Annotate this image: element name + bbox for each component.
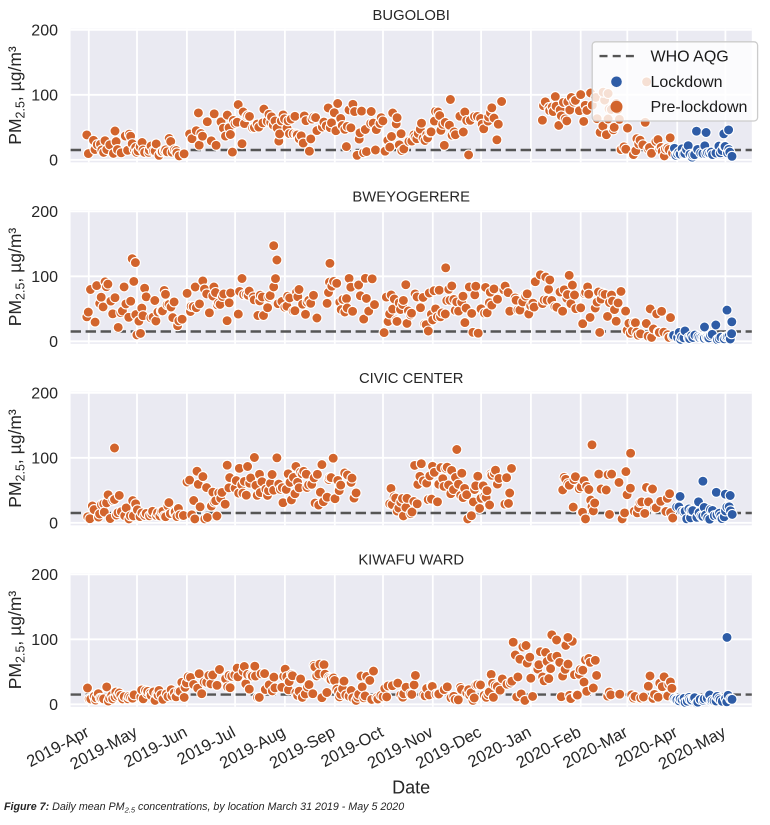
svg-text:BUGOLOBI: BUGOLOBI xyxy=(373,8,450,24)
svg-text:100: 100 xyxy=(31,632,58,649)
svg-text:PM2.5, µg/m³: PM2.5, µg/m³ xyxy=(5,46,28,145)
svg-text:0: 0 xyxy=(49,516,58,533)
svg-text:100: 100 xyxy=(31,88,58,105)
svg-text:200: 200 xyxy=(31,23,58,40)
svg-text:PM2.5, µg/m³: PM2.5, µg/m³ xyxy=(5,228,28,327)
svg-text:PM2.5, µg/m³: PM2.5, µg/m³ xyxy=(5,409,28,508)
svg-text:Figure 7: Daily mean PM2.5 con: Figure 7: Daily mean PM2.5 concentration… xyxy=(4,801,404,815)
svg-text:Date: Date xyxy=(392,778,430,798)
svg-text:0: 0 xyxy=(49,153,58,170)
svg-text:Pre-lockdown: Pre-lockdown xyxy=(651,99,748,116)
svg-text:200: 200 xyxy=(31,386,58,403)
svg-text:KIWAFU WARD: KIWAFU WARD xyxy=(358,552,464,568)
svg-text:PM2.5, µg/m³: PM2.5, µg/m³ xyxy=(5,591,28,690)
svg-text:0: 0 xyxy=(49,697,58,714)
svg-text:Lockdown: Lockdown xyxy=(651,74,723,91)
svg-text:CIVIC CENTER: CIVIC CENTER xyxy=(359,371,463,387)
svg-text:BWEYOGERERE: BWEYOGERERE xyxy=(352,189,470,205)
svg-text:200: 200 xyxy=(31,204,58,221)
svg-text:100: 100 xyxy=(31,269,58,286)
svg-text:100: 100 xyxy=(31,451,58,468)
svg-text:200: 200 xyxy=(31,567,58,584)
svg-text:WHO AQG: WHO AQG xyxy=(651,48,729,65)
svg-text:0: 0 xyxy=(49,334,58,351)
